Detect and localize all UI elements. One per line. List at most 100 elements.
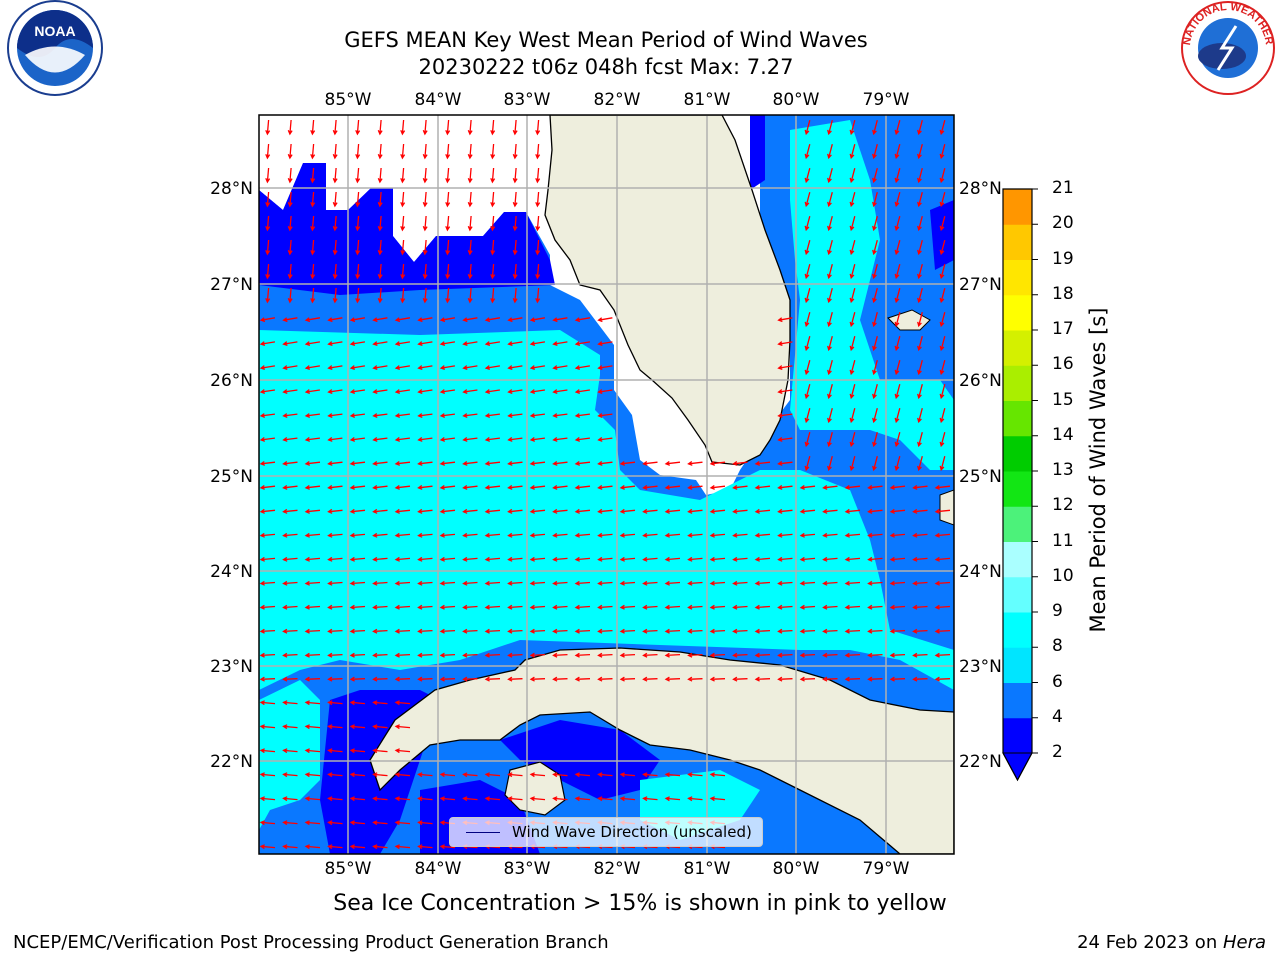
wave-direction-arrow bbox=[400, 143, 406, 160]
wave-direction-arrow bbox=[327, 772, 343, 778]
wave-direction-arrow bbox=[917, 312, 923, 328]
wave-direction-arrow bbox=[574, 317, 591, 323]
wave-direction-arrow bbox=[709, 484, 726, 490]
lon-tick-top: 79°W bbox=[863, 90, 910, 110]
wave-direction-arrow bbox=[889, 532, 906, 538]
wave-direction-arrow bbox=[687, 772, 703, 778]
wave-direction-arrow bbox=[535, 143, 541, 160]
legend-label: Wind Wave Direction (unscaled) bbox=[512, 823, 752, 841]
wave-direction-arrow bbox=[642, 676, 658, 682]
wave-direction-arrow bbox=[777, 365, 793, 371]
wave-direction-arrow bbox=[777, 676, 793, 682]
wave-direction-arrow bbox=[777, 652, 793, 658]
wave-direction-arrow bbox=[327, 796, 343, 802]
wave-direction-arrow bbox=[377, 119, 383, 136]
lat-tick-left: 28°N bbox=[210, 179, 253, 199]
wave-direction-arrow bbox=[574, 676, 591, 682]
wave-direction-arrow bbox=[917, 144, 923, 160]
colorbar-extend-arrow bbox=[1002, 752, 1033, 782]
wave-direction-arrow bbox=[894, 216, 901, 232]
wave-direction-arrow bbox=[417, 484, 433, 490]
wave-direction-arrow bbox=[804, 384, 811, 400]
wave-direction-arrow bbox=[304, 413, 320, 419]
wave-direction-arrow bbox=[265, 215, 271, 232]
colorbar-segment bbox=[1003, 647, 1032, 683]
wave-direction-arrow bbox=[259, 317, 276, 323]
wave-direction-arrow bbox=[417, 676, 433, 682]
wave-direction-arrow bbox=[327, 628, 343, 634]
wave-direction-arrow bbox=[282, 556, 298, 562]
wave-direction-arrow bbox=[754, 532, 771, 538]
wave-direction-arrow bbox=[332, 143, 338, 160]
wave-direction-arrow bbox=[849, 216, 856, 232]
wave-direction-arrow bbox=[804, 240, 811, 256]
lon-tick-top: 84°W bbox=[415, 90, 462, 110]
wave-direction-arrow bbox=[574, 413, 590, 419]
wave-direction-arrow bbox=[484, 436, 500, 442]
wave-direction-arrow bbox=[422, 239, 428, 256]
wave-direction-arrow bbox=[259, 676, 276, 682]
wave-band-cyan-sw bbox=[259, 680, 320, 830]
wave-direction-arrow bbox=[462, 413, 478, 419]
wave-direction-arrow bbox=[259, 508, 276, 514]
wave-direction-arrow bbox=[917, 264, 923, 280]
wave-direction-arrow bbox=[304, 532, 321, 538]
wave-direction-arrow bbox=[822, 508, 838, 514]
noaa-logo-text: NOAA bbox=[34, 23, 75, 39]
wave-direction-arrow bbox=[849, 312, 856, 328]
wave-direction-arrow bbox=[259, 365, 276, 371]
wave-direction-arrow bbox=[467, 239, 473, 256]
wave-direction-arrow bbox=[687, 580, 703, 586]
colorbar-segment bbox=[1003, 506, 1032, 542]
wave-direction-arrow bbox=[484, 604, 501, 610]
wave-direction-arrow bbox=[872, 408, 878, 424]
wave-direction-arrow bbox=[529, 413, 545, 419]
wave-direction-arrow bbox=[574, 796, 591, 802]
wave-direction-arrow bbox=[552, 652, 568, 658]
wave-direction-arrow bbox=[917, 120, 923, 136]
wave-band-blue-east bbox=[750, 115, 765, 190]
lat-tick-right: 23°N bbox=[959, 657, 1002, 677]
wave-direction-arrow bbox=[872, 120, 878, 136]
wave-direction-arrow bbox=[619, 580, 636, 586]
wave-direction-arrow bbox=[462, 772, 478, 778]
wave-direction-arrow bbox=[349, 772, 366, 778]
wave-direction-arrow bbox=[507, 532, 523, 538]
wave-band-blue-south2 bbox=[500, 720, 660, 800]
lat-ticks-left: 28°N 27°N 26°N 25°N 24°N 23°N 22°N bbox=[210, 179, 253, 772]
wave-direction-arrow bbox=[709, 628, 726, 634]
wave-direction-arrow bbox=[394, 436, 410, 442]
wave-direction-arrow bbox=[754, 484, 771, 490]
wave-direction-arrow bbox=[872, 336, 878, 352]
wave-direction-arrow bbox=[259, 484, 276, 490]
wave-direction-arrow bbox=[777, 532, 793, 538]
colorbar-segment bbox=[1003, 612, 1032, 648]
wave-direction-arrow bbox=[304, 508, 321, 514]
wave-direction-arrow bbox=[467, 287, 473, 304]
wave-direction-arrow bbox=[844, 652, 861, 658]
wave-direction-arrow bbox=[917, 408, 923, 424]
wave-direction-arrow bbox=[849, 360, 856, 376]
wave-direction-arrow bbox=[372, 317, 388, 323]
wave-direction-arrow bbox=[552, 580, 568, 586]
wave-direction-arrow bbox=[939, 288, 946, 304]
wave-direction-arrow bbox=[804, 432, 811, 448]
wave-direction-arrow bbox=[259, 460, 276, 466]
wave-direction-arrow bbox=[529, 389, 545, 395]
wave-direction-arrow bbox=[259, 532, 276, 538]
wave-direction-arrow bbox=[799, 652, 816, 658]
wave-direction-arrow bbox=[439, 556, 456, 562]
lon-tick-top: 81°W bbox=[684, 90, 731, 110]
wave-direction-arrow bbox=[535, 287, 541, 304]
wave-direction-arrow bbox=[687, 460, 703, 466]
wave-direction-arrow bbox=[849, 456, 856, 472]
wave-direction-arrow bbox=[467, 215, 473, 232]
wave-direction-arrow bbox=[394, 484, 411, 490]
wave-direction-arrow bbox=[422, 119, 428, 136]
wave-direction-arrow bbox=[804, 264, 811, 280]
wave-direction-arrow bbox=[439, 532, 456, 538]
wave-direction-arrow bbox=[597, 413, 613, 419]
colorbar-segment bbox=[1003, 365, 1032, 401]
wave-direction-arrow bbox=[597, 580, 613, 586]
wave-direction-arrow bbox=[484, 628, 501, 634]
